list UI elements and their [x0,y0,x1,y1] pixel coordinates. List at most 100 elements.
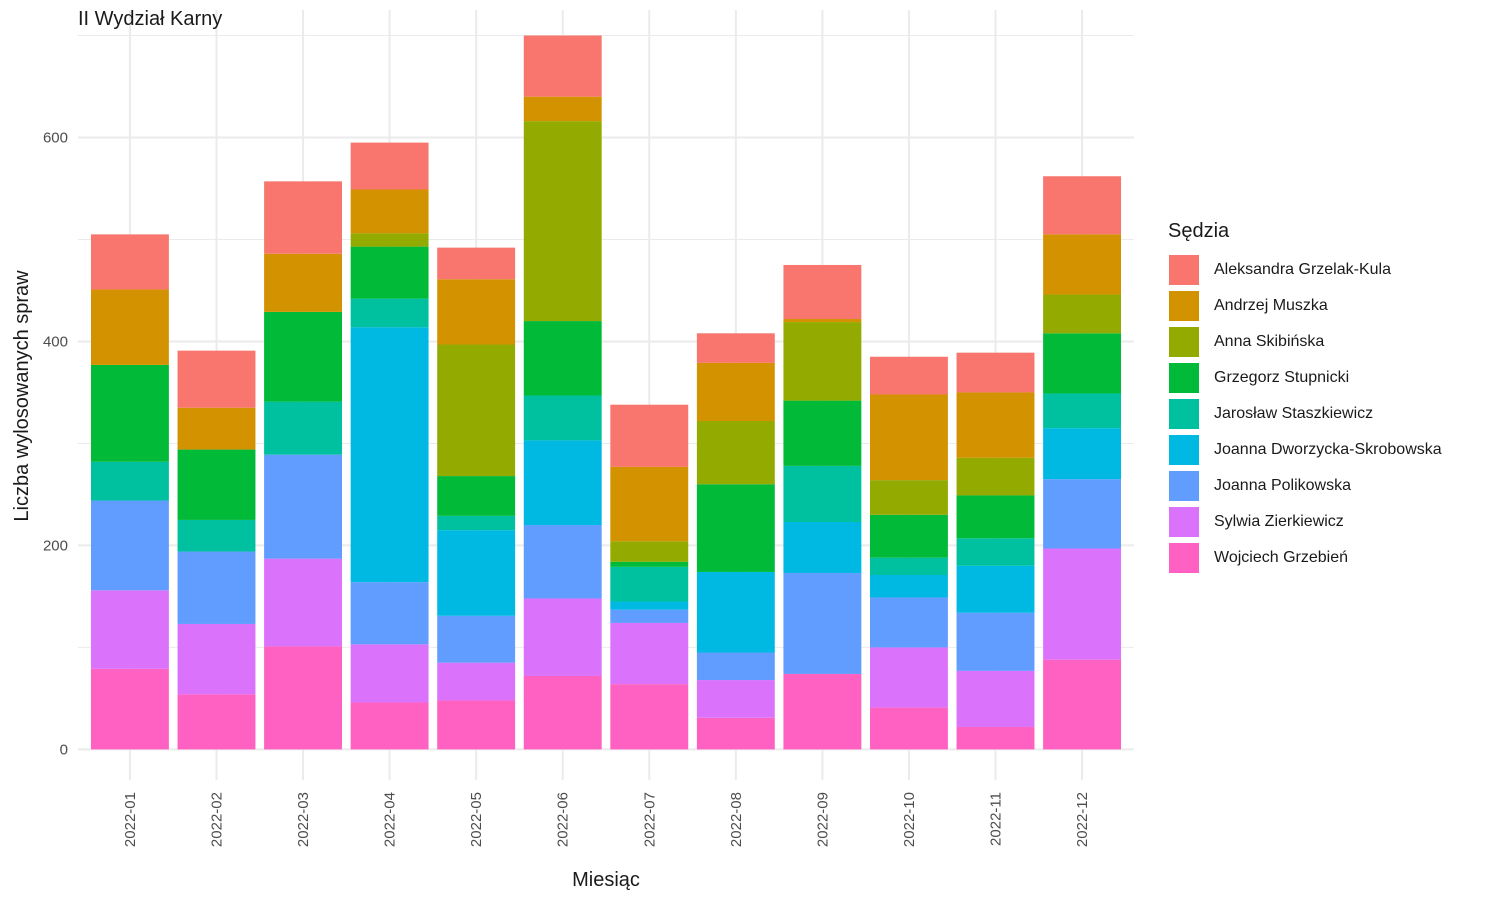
bar-segment [90,289,169,365]
legend-label: Anna Skibińska [1214,333,1325,350]
bar-segment [956,726,1035,750]
bar-segment [956,538,1035,566]
x-tick-label: 2022-05 [468,792,485,847]
bar-segment [1043,479,1122,549]
bar-segment [956,495,1035,539]
legend-item: Joanna Polikowska [1168,468,1442,504]
bar-segment [350,644,429,703]
legend-swatch [1168,398,1200,430]
bar-segment [783,521,862,573]
bar-segment [870,356,948,395]
bar-segment [177,519,256,552]
bar-segment [90,234,169,290]
bar-segment [1043,294,1122,334]
legend-label: Andrzej Muszka [1214,297,1328,314]
bar-segment [610,566,689,602]
bar-segment [437,700,516,750]
bar-segment [783,319,862,323]
bar-segment [523,598,602,676]
legend-item: Sylwia Zierkiewicz [1168,504,1442,540]
legend-label: Grzegorz Stupnicki [1214,369,1350,386]
bar-segment [350,246,429,299]
bar-segment [956,457,1035,496]
chart-title: II Wydział Karny [78,8,223,30]
y-axis-label: Liczba wylosowanych spraw [11,270,33,522]
legend-swatch [1168,362,1200,394]
bar-segment [956,352,1035,393]
bar-segment [523,35,602,97]
bar-segment [264,253,342,312]
bar-segment [696,571,775,653]
bar-segment [696,421,775,485]
bar-segment [956,565,1035,613]
bar-segment [610,609,689,623]
bar-segment [90,590,169,669]
bar-segment [523,96,602,122]
x-tick-label: 2022-06 [555,792,572,847]
bar-stacks [90,35,1122,750]
legend-title: Sędzia [1168,220,1230,242]
bar-segment [696,652,775,681]
bar-segment [783,572,862,674]
x-tick-label: 2022-09 [814,792,831,847]
bar-segment [610,466,689,542]
legend-label: Joanna Polikowska [1214,477,1351,494]
bar-segment [437,247,516,280]
legend-item: Anna Skibińska [1168,324,1442,360]
bar-segment [610,541,689,562]
y-tick-label: 200 [43,537,68,554]
bar-segment [1043,428,1122,480]
bar-segment [90,364,169,462]
legend-swatch [1168,290,1200,322]
x-tick-label: 2022-12 [1074,792,1091,847]
bar-segment [264,646,342,750]
bar-segment [437,344,516,477]
bar-segment [696,680,775,718]
x-axis-ticks: 2022-01 2022-02 2022-03 2022-04 2022-05 2022-… [122,792,1091,847]
x-tick-label: 2022-11 [988,792,1005,846]
bar-segment [1043,176,1122,235]
bar-segment [264,558,342,647]
bar-segment [956,670,1035,727]
bar-segment [523,675,602,750]
bar-segment [437,530,516,616]
bar-segment [1043,659,1122,750]
bar-segment [610,622,689,685]
legend-label: Jarosław Staszkiewicz [1214,405,1374,422]
bar-segment [610,404,689,467]
bar-segment [783,264,862,320]
bar-segment [437,515,516,531]
bar-segment [177,407,256,450]
bar-segment [610,561,689,567]
bar-segment [1043,234,1122,295]
bar-segment [437,662,516,701]
bar-segment [350,298,429,328]
bar-segment [177,623,256,695]
legend-label: Wojciech Grzebień [1214,549,1348,566]
legend-item: Joanna Dworzycka-Skrobowska [1168,432,1442,468]
bar-segment [437,615,516,663]
bar-segment [350,189,429,234]
bar-segment [696,717,775,750]
bar-segment [696,484,775,572]
x-axis-label: Miesiąc [572,869,640,891]
y-tick-label: 600 [43,129,68,146]
legend-swatch [1168,506,1200,538]
legend-swatch [1168,254,1200,286]
bar-segment [90,500,169,591]
bar-segment [90,668,169,750]
bar-segment [610,601,689,610]
x-tick-label: 2022-02 [208,792,225,847]
bar-segment [523,121,602,322]
bar-segment [870,575,948,598]
legend-label: Sylwia Zierkiewicz [1214,513,1344,530]
bar-segment [264,401,342,455]
x-tick-label: 2022-01 [122,792,139,847]
bar-segment [783,465,862,522]
bar-segment [264,311,342,402]
bar-segment [90,461,169,501]
bar-segment [437,476,516,516]
bar-segment [870,557,948,576]
legend-swatch [1168,434,1200,466]
legend-item: Jarosław Staszkiewicz [1168,396,1442,432]
